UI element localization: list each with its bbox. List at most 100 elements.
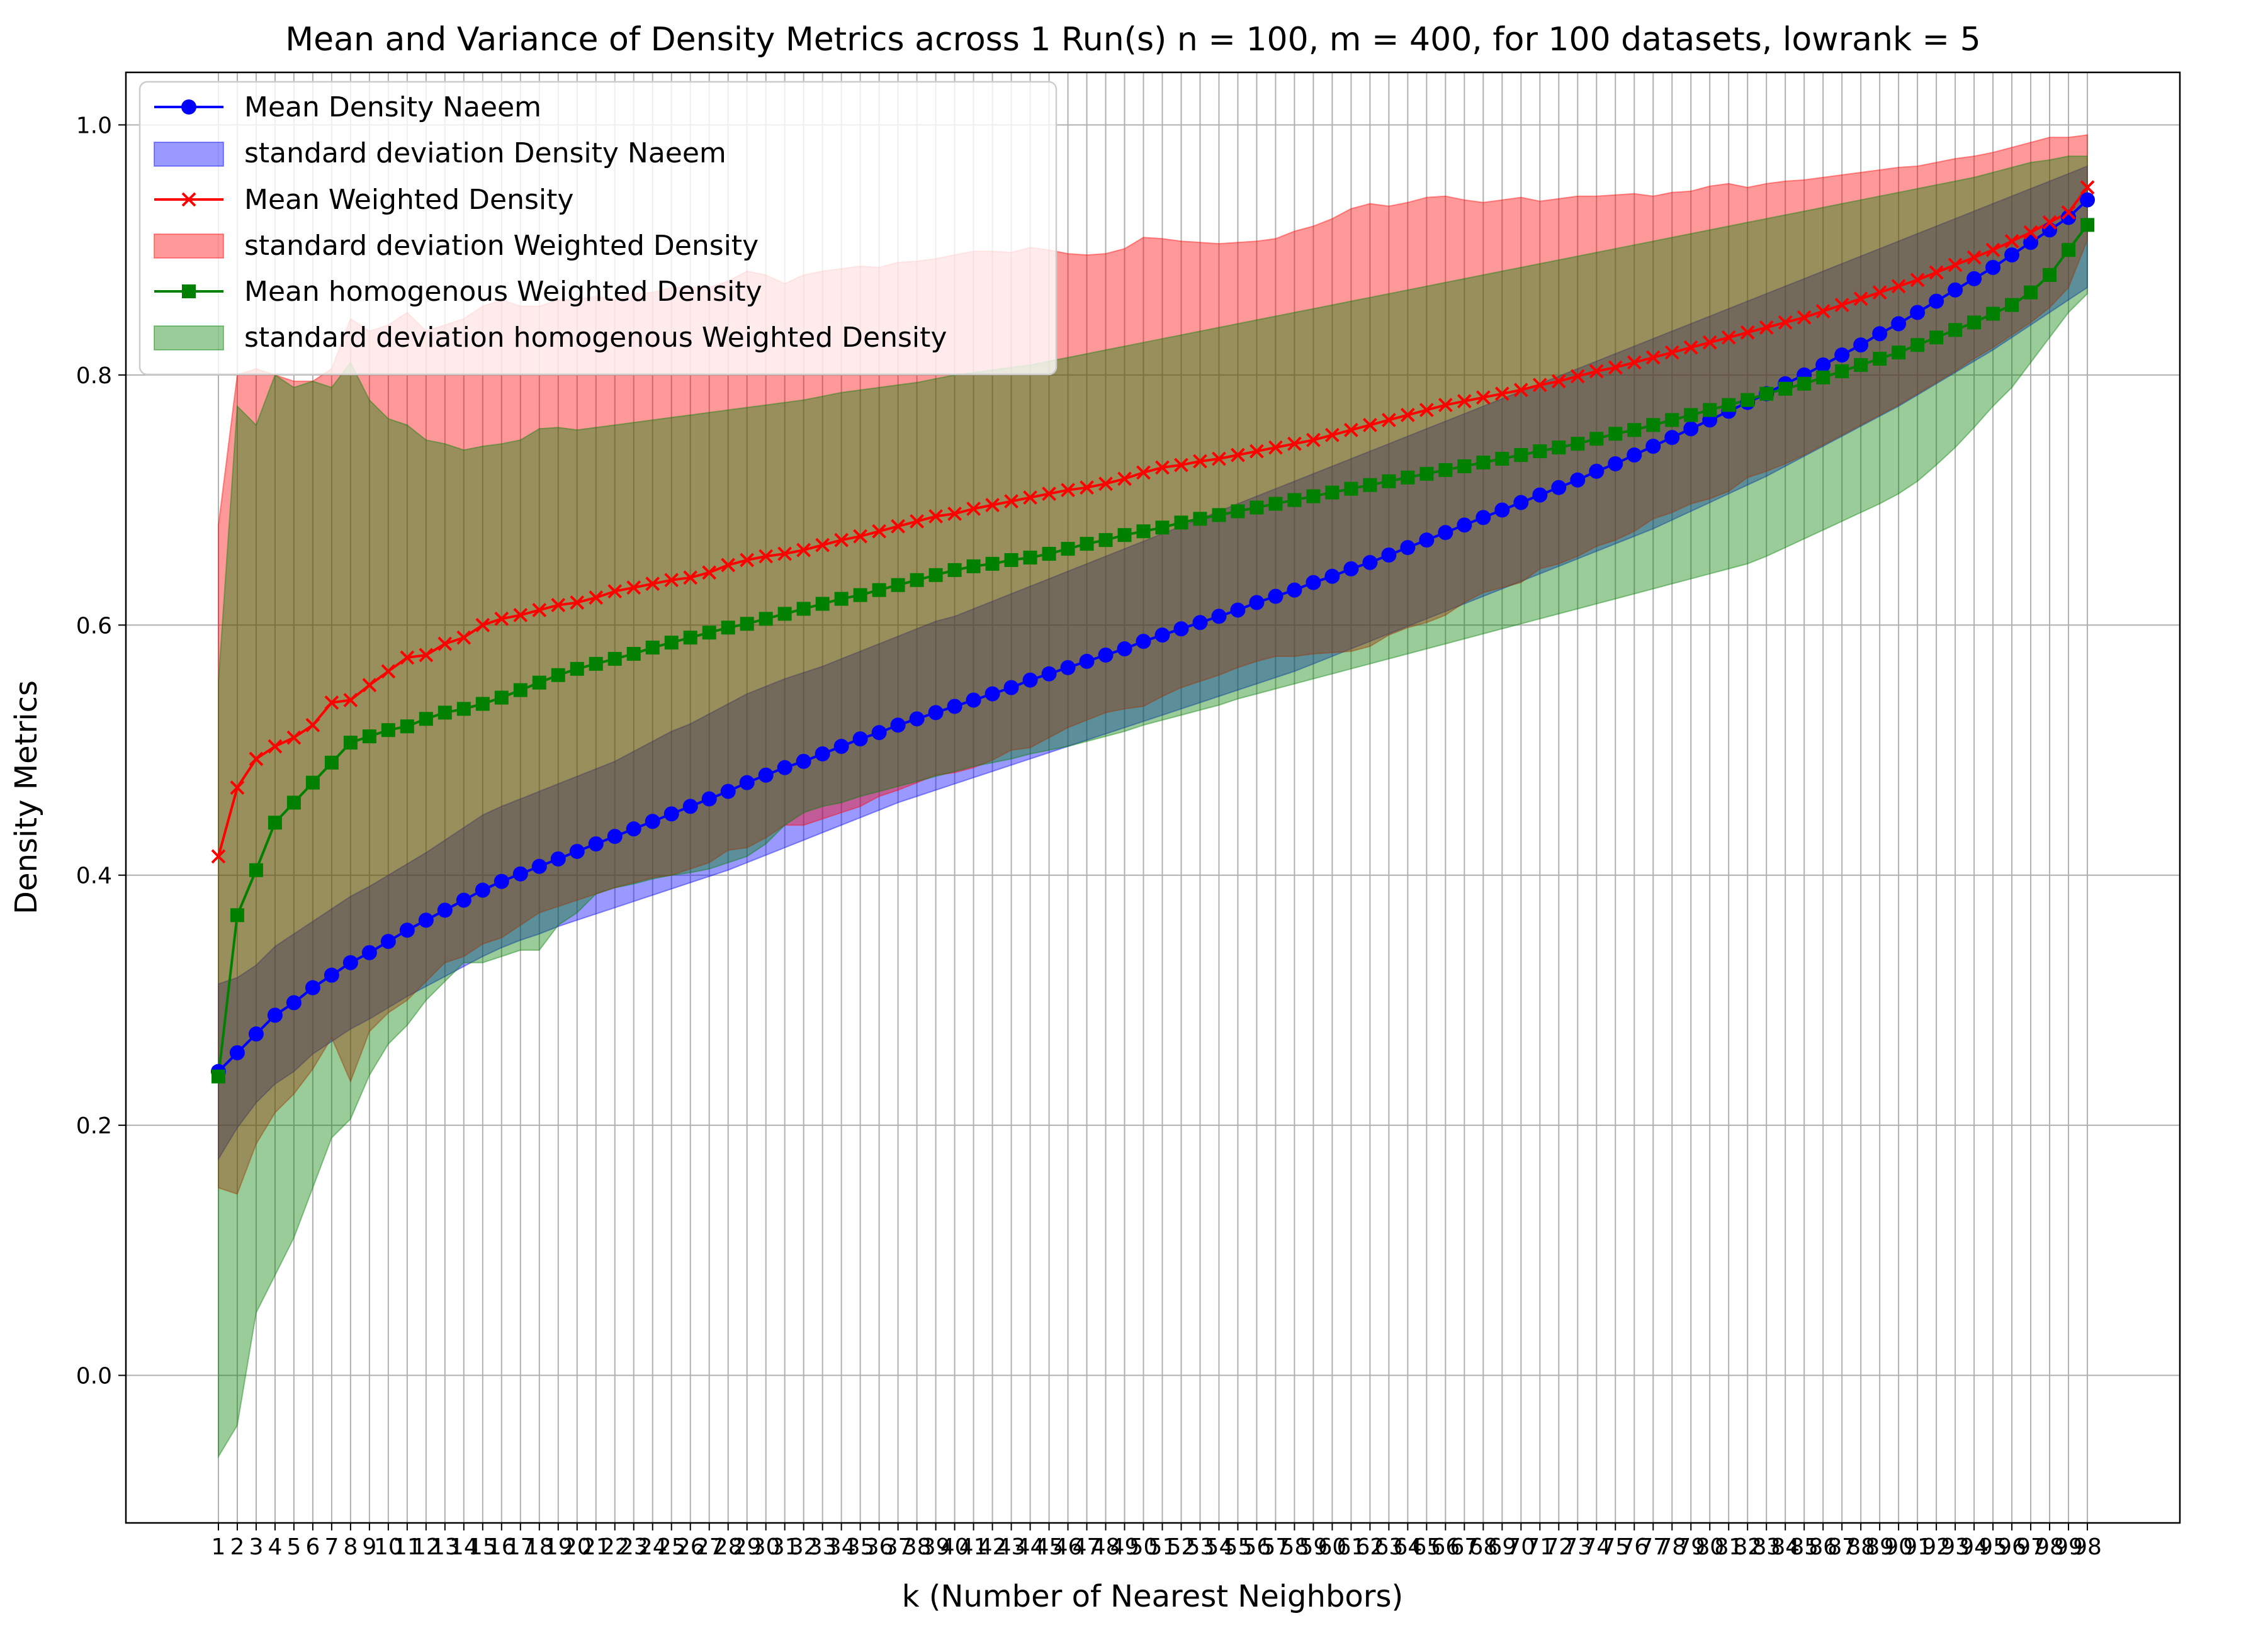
legend: Mean Density Naeem standard deviation De… bbox=[138, 81, 1058, 376]
point-circle bbox=[2080, 192, 2096, 208]
point-x bbox=[777, 546, 793, 561]
point-circle bbox=[928, 705, 944, 721]
point-square bbox=[1287, 493, 1302, 507]
x-tick-label: 45 bbox=[1035, 1534, 1064, 1560]
point-circle bbox=[399, 923, 415, 938]
point-circle bbox=[947, 699, 962, 714]
point-circle bbox=[1815, 357, 1831, 373]
point-x bbox=[1740, 325, 1755, 340]
point-square bbox=[1514, 448, 1528, 463]
x-tick-label: 40 bbox=[940, 1534, 969, 1560]
point-square bbox=[1344, 481, 1358, 496]
point-x bbox=[853, 529, 868, 544]
point-circle bbox=[682, 799, 698, 814]
x-tick-label: 74 bbox=[1582, 1534, 1611, 1560]
point-circle bbox=[1608, 456, 1623, 471]
point-x bbox=[570, 595, 585, 610]
point-circle bbox=[1268, 588, 1284, 604]
x-tick-label: 80 bbox=[1695, 1534, 1724, 1560]
point-square bbox=[513, 683, 528, 697]
point-square bbox=[1967, 315, 1982, 330]
point-circle bbox=[1173, 621, 1189, 637]
point-square bbox=[437, 705, 452, 720]
point-square bbox=[1080, 537, 1094, 551]
point-x bbox=[759, 549, 774, 564]
point-x bbox=[1457, 394, 1472, 409]
point-circle bbox=[720, 783, 736, 799]
point-circle bbox=[418, 912, 434, 928]
x-tick-label: 84 bbox=[1771, 1534, 1800, 1560]
point-circle bbox=[267, 1008, 283, 1023]
x-tick-label: 38 bbox=[903, 1534, 932, 1560]
x-tick-label: 56 bbox=[1243, 1534, 1272, 1560]
point-x bbox=[607, 584, 623, 599]
mean-markers bbox=[210, 180, 2096, 1084]
point-circle bbox=[1834, 347, 1850, 363]
point-square bbox=[2043, 267, 2057, 282]
point-circle bbox=[1192, 615, 1208, 631]
point-x bbox=[1080, 480, 1094, 495]
point-x bbox=[1023, 490, 1037, 505]
point-square bbox=[1571, 437, 1585, 451]
point-square bbox=[1193, 512, 1207, 526]
point-x bbox=[2080, 180, 2095, 195]
point-square bbox=[1910, 338, 1925, 352]
legend-entry-std-density-naeem: standard deviation Density Naeem bbox=[154, 137, 726, 169]
point-x bbox=[966, 502, 981, 516]
point-circle bbox=[984, 686, 1000, 702]
point-circle bbox=[833, 739, 849, 755]
point-x bbox=[1400, 408, 1415, 422]
point-circle bbox=[1022, 672, 1038, 688]
x-tick-label: 23 bbox=[619, 1534, 648, 1560]
point-circle bbox=[1532, 487, 1548, 503]
point-x bbox=[1853, 291, 1868, 306]
x-tick-label: 50 bbox=[1129, 1534, 1158, 1560]
point-circle bbox=[531, 858, 547, 874]
x-tick-label: 9 bbox=[362, 1534, 376, 1560]
point-square bbox=[1740, 393, 1755, 407]
point-x bbox=[1872, 285, 1887, 300]
point-circle bbox=[607, 829, 623, 845]
point-circle bbox=[758, 767, 774, 783]
point-circle bbox=[909, 711, 925, 727]
point-x bbox=[928, 508, 944, 524]
std-band-0 bbox=[218, 165, 2088, 1162]
point-circle bbox=[1966, 271, 1982, 286]
x-tick-label: 98 bbox=[2035, 1534, 2064, 1560]
point-x bbox=[1494, 386, 1509, 401]
legend-marker-square bbox=[182, 284, 196, 298]
point-x bbox=[1193, 454, 1207, 469]
point-square bbox=[1722, 398, 1736, 412]
x-tick-label: 59 bbox=[1299, 1534, 1328, 1560]
point-x bbox=[1438, 398, 1453, 412]
x-tick-label: 96 bbox=[1997, 1534, 2026, 1560]
x-tick-label: 58 bbox=[1280, 1534, 1309, 1560]
point-x bbox=[551, 598, 566, 612]
point-x bbox=[1287, 436, 1302, 451]
point-square bbox=[1382, 474, 1396, 488]
point-x bbox=[1136, 465, 1151, 480]
x-axis-label: k (Number of Nearest Neighbors) bbox=[902, 1579, 1404, 1614]
x-tick-label: 89 bbox=[1865, 1534, 1894, 1560]
point-square bbox=[1061, 542, 1075, 556]
point-circle bbox=[1154, 627, 1170, 643]
point-x bbox=[362, 678, 377, 693]
point-x bbox=[1721, 330, 1736, 345]
point-x bbox=[626, 580, 641, 595]
legend-patch-red bbox=[154, 233, 224, 259]
x-tick-label: 4 bbox=[268, 1534, 282, 1560]
point-square bbox=[589, 656, 603, 671]
point-circle bbox=[1287, 582, 1302, 598]
x-tick-label: 17 bbox=[506, 1534, 535, 1560]
point-x bbox=[834, 532, 849, 547]
point-square bbox=[381, 723, 395, 738]
point-circle bbox=[512, 866, 528, 882]
point-square bbox=[1401, 470, 1415, 485]
point-circle bbox=[890, 717, 906, 733]
point-x bbox=[456, 630, 471, 645]
x-tick-label: 44 bbox=[1016, 1534, 1045, 1560]
point-circle bbox=[1948, 282, 1963, 298]
point-circle bbox=[2023, 235, 2039, 250]
point-x bbox=[381, 664, 396, 679]
x-tick-label: 5 bbox=[286, 1534, 301, 1560]
